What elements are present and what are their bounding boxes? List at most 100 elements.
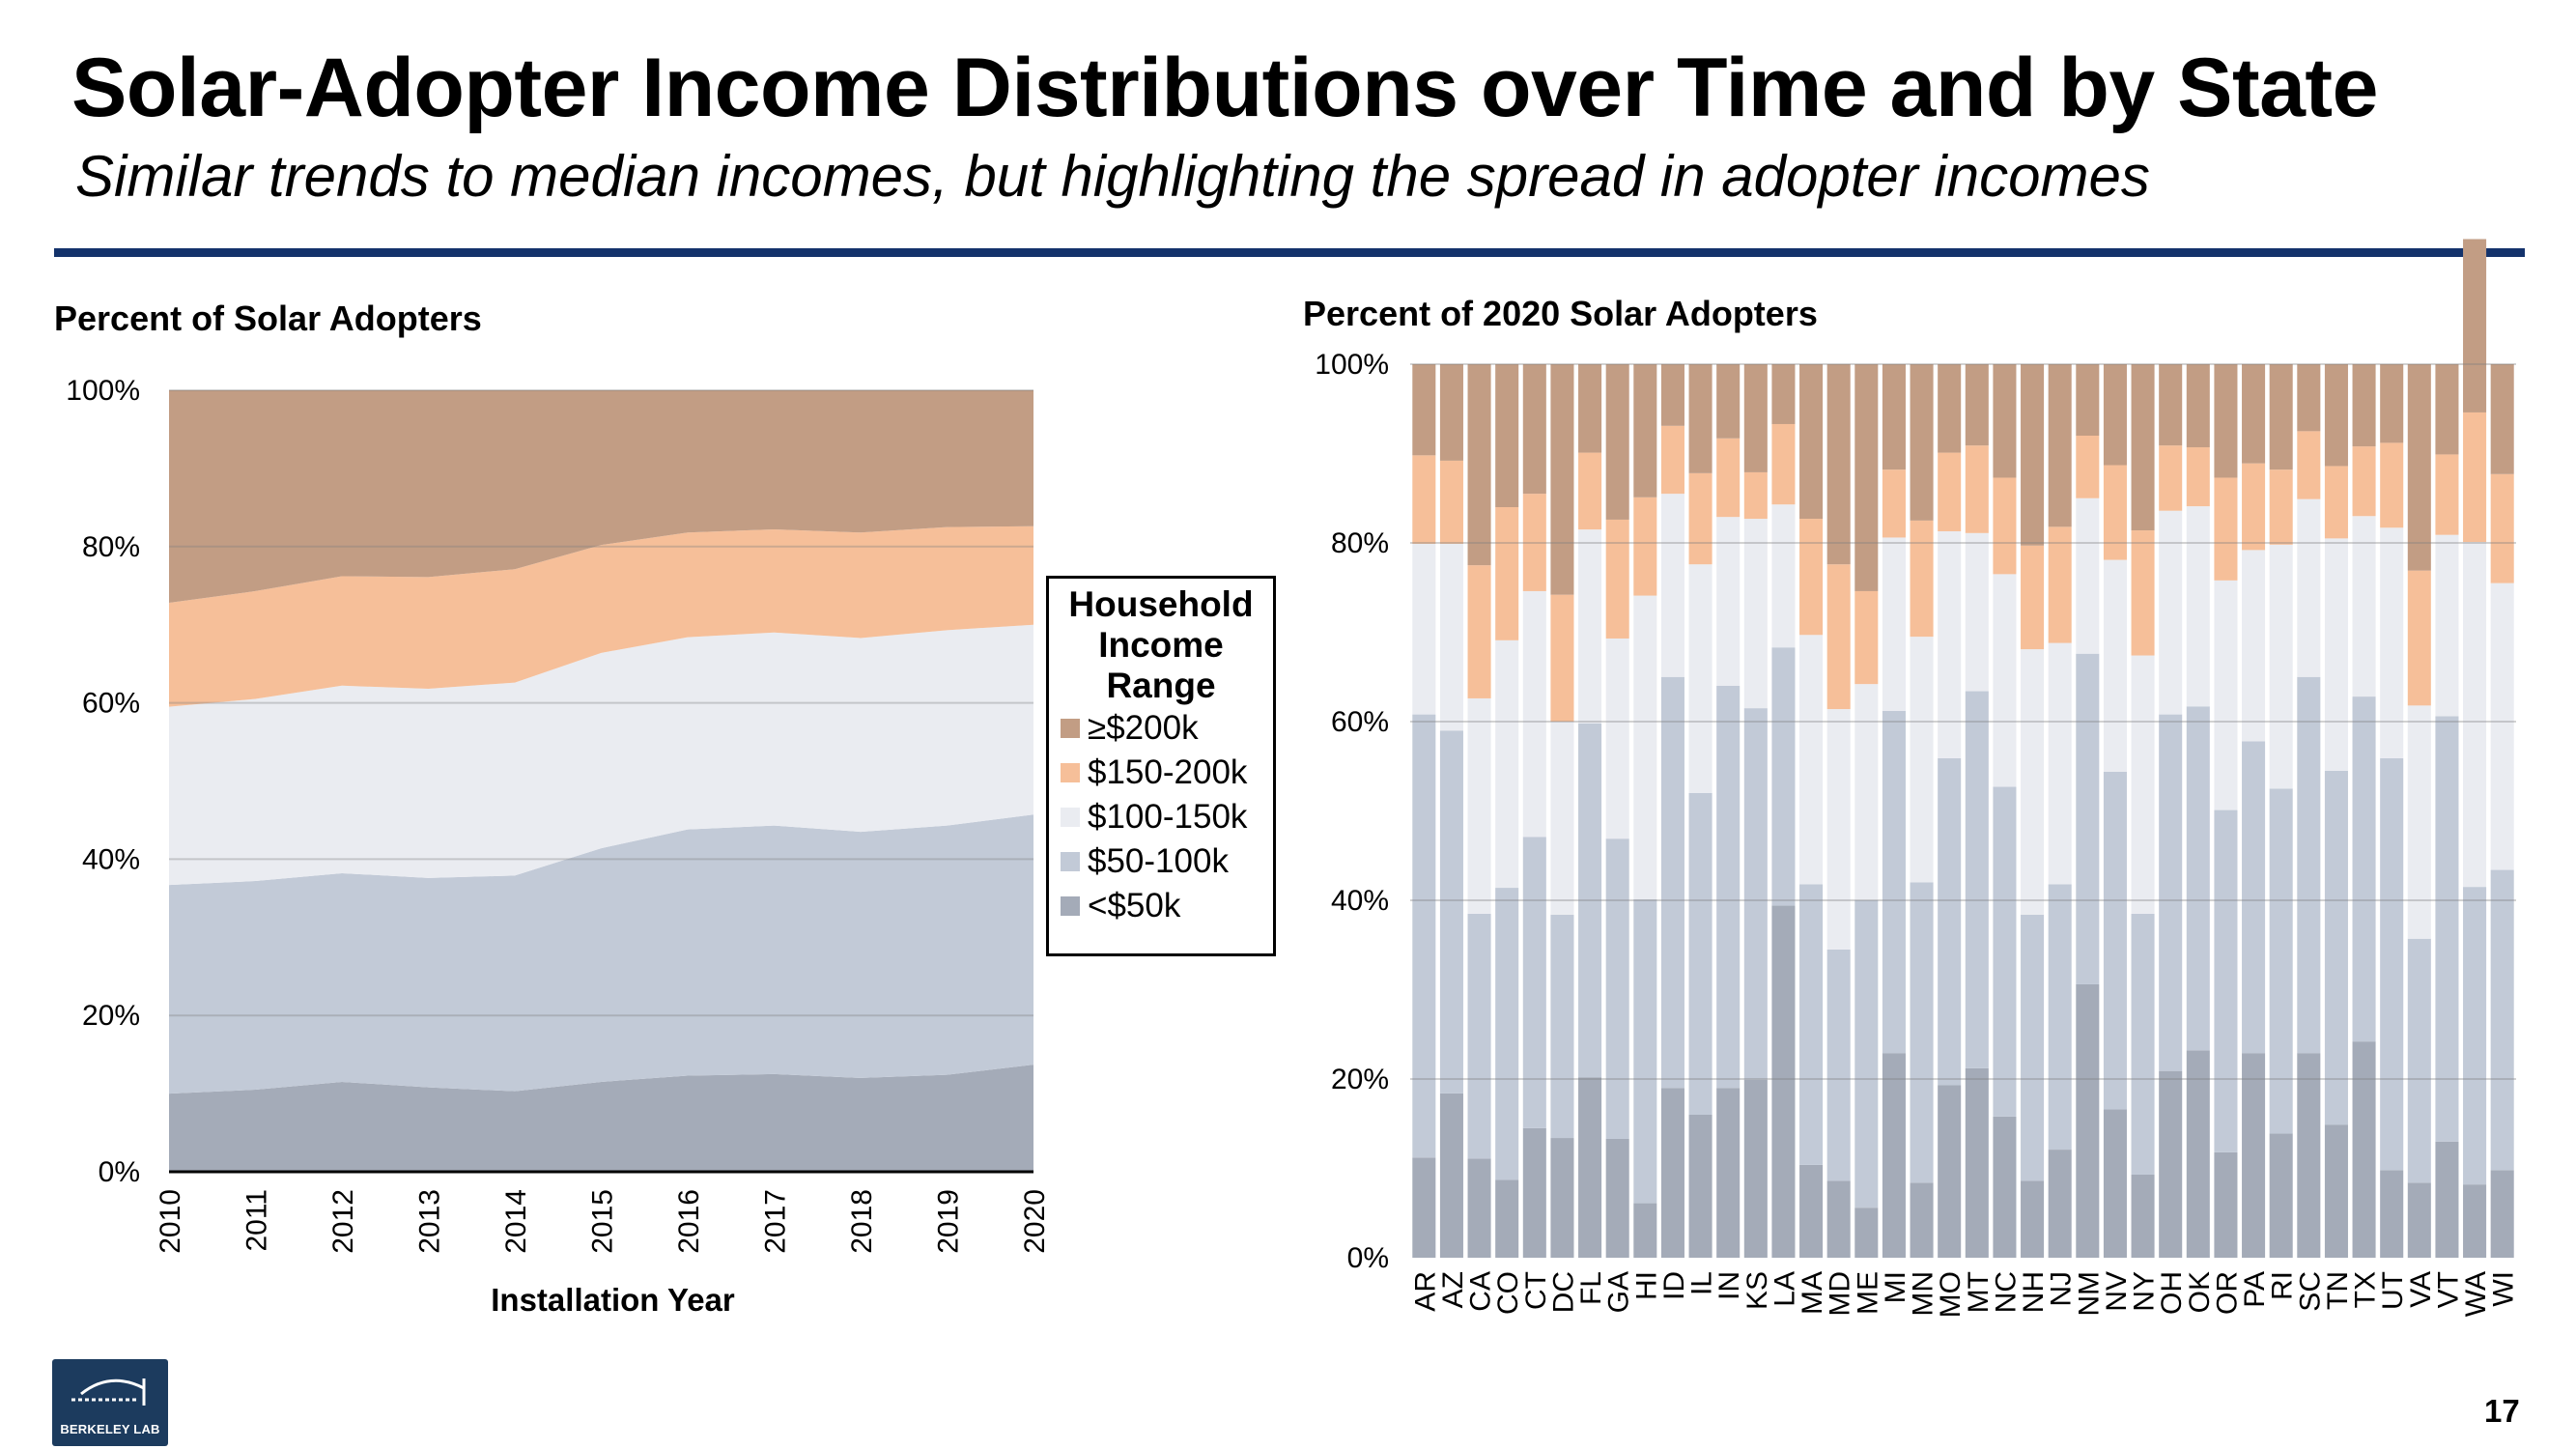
bar-segment-IN xyxy=(1716,517,1741,686)
bar-segment-WA xyxy=(2463,1184,2487,1258)
bar-segment-NJ xyxy=(2048,364,2072,527)
bar-segment-VT xyxy=(2435,364,2459,455)
bar-segment-AR xyxy=(1412,714,1436,1158)
bar-segment-WA xyxy=(2463,412,2487,543)
bar-segment-SC xyxy=(2297,1053,2321,1258)
bar-segment-LA xyxy=(1771,423,1796,505)
y-tick-label: 40% xyxy=(82,843,140,875)
bar-segment-OR xyxy=(2214,1151,2238,1258)
bar-segment-AR xyxy=(1412,1157,1436,1258)
bar-segment-NV xyxy=(2103,465,2127,560)
bar-segment-IL xyxy=(1688,364,1713,473)
bar-segment-NM xyxy=(2076,983,2100,1258)
x-tick-label: 2011 xyxy=(241,1189,273,1252)
bar-segment-CO xyxy=(1495,1179,1519,1258)
x-tick-label: ID xyxy=(1658,1271,1690,1300)
bar-segment-OK xyxy=(2186,364,2210,448)
bar-segment-VA xyxy=(2407,1182,2431,1258)
y-tick-label: 60% xyxy=(1331,706,1389,738)
x-tick-label: 2020 xyxy=(1019,1189,1051,1254)
bar-segment-FL xyxy=(1578,723,1602,1078)
bar-segment-SC xyxy=(2297,676,2321,1054)
bar-segment-NJ xyxy=(2048,1150,2072,1258)
bar-segment-OR xyxy=(2214,580,2238,810)
bar-segment-AZ xyxy=(1439,1093,1463,1258)
bar-segment-TX xyxy=(2352,364,2376,447)
bar-segment-TX xyxy=(2352,1041,2376,1258)
bar-segment-TX xyxy=(2352,516,2376,697)
bar-segment-NM xyxy=(2076,364,2100,436)
bar-segment-HI xyxy=(1633,1203,1657,1258)
bar-segment-NC xyxy=(1993,1116,2017,1258)
bar-segment-MN xyxy=(1910,637,1934,883)
x-tick-label: OK xyxy=(2184,1271,2216,1313)
bar-segment-MT xyxy=(1965,364,1989,446)
y-tick-label: 40% xyxy=(1331,885,1389,917)
legend-title-line: Range xyxy=(1106,666,1216,705)
bar-segment-MT xyxy=(1965,532,1989,692)
x-tick-label: WA xyxy=(2460,1271,2492,1317)
bar-segment-OK xyxy=(2186,506,2210,707)
legend-title-line: Household xyxy=(1068,584,1254,624)
bar-segment-CO xyxy=(1495,364,1519,507)
bar-segment-PA xyxy=(2242,741,2266,1054)
x-axis-title: Installation Year xyxy=(491,1282,735,1318)
x-tick-label: PA xyxy=(2239,1271,2271,1308)
bar-segment-GA xyxy=(1605,638,1629,839)
bar-segment-GA xyxy=(1605,519,1629,639)
bar-segment-HI xyxy=(1633,497,1657,596)
bar-segment-UT xyxy=(2380,1170,2404,1258)
x-tick-label: SC xyxy=(2294,1271,2326,1312)
bar-segment-MT xyxy=(1965,1067,1989,1258)
x-tick-label: VT xyxy=(2432,1271,2464,1308)
bar-segment-MI xyxy=(1882,469,1906,538)
bar-segment-DC xyxy=(1550,722,1574,915)
bar-segment-KS xyxy=(1743,364,1768,472)
legend-item: $100-150k xyxy=(1061,795,1273,839)
bar-segment-WA xyxy=(2463,887,2487,1185)
bar-segment-CT xyxy=(1522,1127,1546,1258)
bar-segment-MD xyxy=(1826,364,1851,565)
x-tick-label: 2016 xyxy=(673,1189,705,1254)
bar-segment-NC xyxy=(1993,364,2017,478)
y-tick-label: 0% xyxy=(99,1156,140,1188)
right-chart-title: Percent of 2020 Solar Adopters xyxy=(1303,294,1818,333)
bar-segment-RI xyxy=(2269,469,2293,545)
bar-segment-MI xyxy=(1882,1053,1906,1258)
bar-segment-LA xyxy=(1771,647,1796,906)
bar-segment-TX xyxy=(2352,696,2376,1042)
x-tick-label: RI xyxy=(2267,1271,2299,1300)
bar-segment-NY xyxy=(2131,530,2155,656)
bar-segment-VA xyxy=(2407,705,2431,939)
bar-segment-WA xyxy=(2463,239,2487,412)
bar-segment-HI xyxy=(1633,899,1657,1204)
x-tick-label: CT xyxy=(1520,1271,1552,1310)
x-tick-label: IL xyxy=(1686,1271,1718,1295)
x-tick-label: 2017 xyxy=(760,1189,792,1254)
bar-segment-KS xyxy=(1743,471,1768,520)
bar-segment-IL xyxy=(1688,472,1713,565)
bar-segment-MI xyxy=(1882,364,1906,470)
bar-segment-NC xyxy=(1993,574,2017,787)
bar-segment-ID xyxy=(1660,425,1684,495)
x-tick-label: MA xyxy=(1797,1271,1828,1315)
bar-segment-NC xyxy=(1993,786,2017,1117)
bar-segment-NV xyxy=(2103,559,2127,772)
legend-swatch xyxy=(1061,896,1080,916)
bar-segment-MD xyxy=(1826,1180,1851,1258)
bar-segment-UT xyxy=(2380,364,2404,443)
x-tick-label: HI xyxy=(1630,1271,1662,1300)
bar-segment-OK xyxy=(2186,447,2210,507)
x-tick-label: IN xyxy=(1713,1271,1745,1300)
bar-segment-GA xyxy=(1605,364,1629,520)
bar-segment-VT xyxy=(2435,454,2459,535)
bar-segment-UT xyxy=(2380,757,2404,1171)
bar-segment-KS xyxy=(1743,708,1768,1080)
bar-segment-NH xyxy=(2021,364,2045,546)
bar-segment-WI xyxy=(2490,869,2514,1171)
bar-segment-OH xyxy=(2159,510,2183,715)
x-tick-label: GA xyxy=(1603,1271,1635,1313)
bar-segment-LA xyxy=(1771,364,1796,424)
bar-segment-IN xyxy=(1716,364,1741,439)
area-series-$100-150k xyxy=(169,624,1033,886)
